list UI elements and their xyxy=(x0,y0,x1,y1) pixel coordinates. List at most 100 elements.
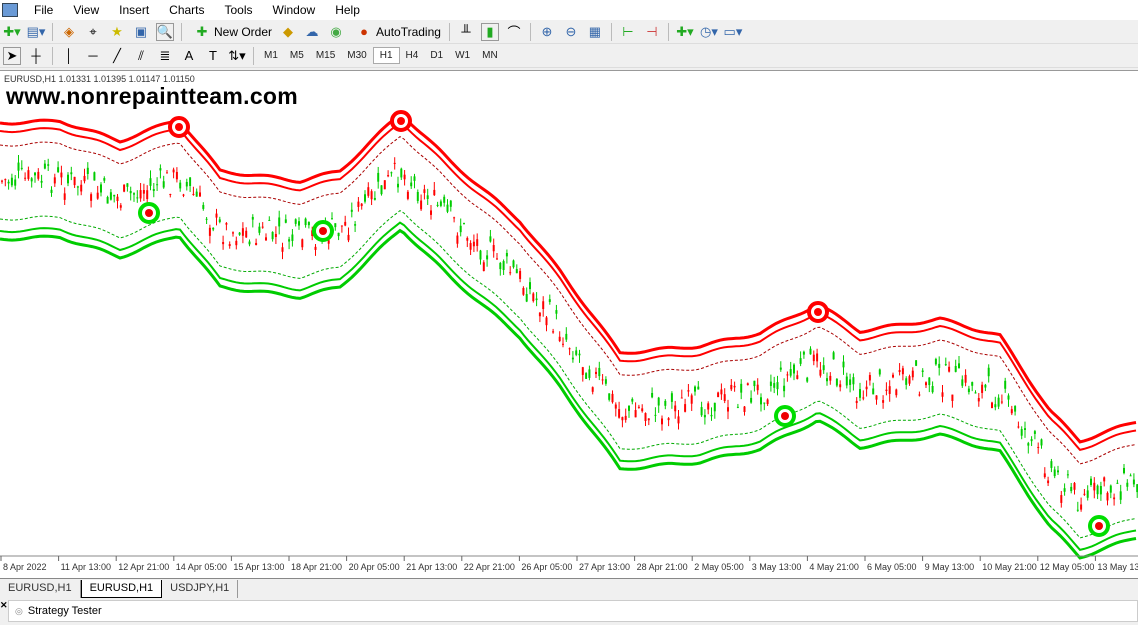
candle-body xyxy=(314,246,317,250)
candle-body xyxy=(845,376,848,386)
market-icon[interactable]: ◉ xyxy=(330,23,342,39)
tile-windows-icon[interactable]: ▦ xyxy=(588,23,602,39)
candle-body xyxy=(1093,482,1096,491)
candle-body xyxy=(684,404,687,412)
metaeditor-icon[interactable]: ◆ xyxy=(283,23,294,39)
candle-body xyxy=(928,377,931,386)
candle-body xyxy=(116,196,119,202)
candle-body xyxy=(925,382,927,386)
sell-signal-dot xyxy=(175,123,183,131)
close-panel-icon[interactable]: ✕ xyxy=(0,600,8,610)
arrows-icon[interactable]: ⇅▾ xyxy=(228,47,246,63)
cursor-icon[interactable]: ➤ xyxy=(3,46,21,65)
profiles-icon[interactable]: ▤▾ xyxy=(26,23,46,39)
signals-icon[interactable]: ☁ xyxy=(305,23,319,39)
auto-scroll-icon[interactable]: ⊢ xyxy=(622,23,634,39)
candle-body xyxy=(205,218,208,220)
timeframe-w1[interactable]: W1 xyxy=(455,50,471,61)
data-window-icon[interactable]: ⌖ xyxy=(89,23,97,39)
vertical-line-icon[interactable]: │ xyxy=(64,48,74,63)
candle-body xyxy=(1113,497,1116,500)
candle-body xyxy=(60,172,63,178)
menu-charts[interactable]: Charts xyxy=(169,3,205,17)
candle-body xyxy=(34,172,36,176)
zoom-in-icon[interactable]: ⊕ xyxy=(541,23,553,39)
text-label-icon[interactable]: T xyxy=(209,48,217,63)
timeframe-m5[interactable]: M5 xyxy=(289,50,304,61)
autotrading-button[interactable]: ● AutoTrading xyxy=(348,23,445,41)
candle-body xyxy=(344,221,347,226)
timeframe-d1[interactable]: D1 xyxy=(430,50,444,61)
menu-tools[interactable]: Tools xyxy=(224,3,253,17)
price-chart[interactable]: 8 Apr 2022 11 Apr 13:00 12 Apr 21:00 14 Apr… xyxy=(0,71,1138,579)
timeframe-h1[interactable]: H1 xyxy=(372,47,400,64)
text-icon[interactable]: A xyxy=(184,48,194,63)
templates-icon[interactable]: ▭▾ xyxy=(723,23,743,39)
periods-icon[interactable]: ◷▾ xyxy=(700,23,718,39)
tab-eurusd-h1-active[interactable]: EURUSD,H1 xyxy=(80,580,163,598)
candle-body xyxy=(364,194,366,202)
candle-body xyxy=(509,272,512,274)
candle-body xyxy=(740,383,743,393)
timeframe-mn[interactable]: MN xyxy=(482,50,498,61)
menu-help[interactable]: Help xyxy=(335,3,360,17)
zoom-out-icon[interactable]: ⊖ xyxy=(565,23,577,39)
equidistant-channel-icon[interactable]: ⫽ xyxy=(138,47,144,63)
timeframe-m30[interactable]: M30 xyxy=(347,50,367,61)
candle-body xyxy=(641,408,644,412)
candle-body xyxy=(367,187,370,196)
app-icon[interactable] xyxy=(2,3,18,17)
candle-body xyxy=(789,369,792,376)
timeframe-h4[interactable]: H4 xyxy=(405,50,419,61)
toolbar-separator xyxy=(667,22,669,41)
time-label: 4 May 21:00 xyxy=(809,562,859,572)
crosshair-icon[interactable]: ┼ xyxy=(31,48,41,63)
bar-chart-icon[interactable]: ╨ xyxy=(461,24,471,39)
candle-body xyxy=(212,227,215,230)
menu-insert[interactable]: Insert xyxy=(119,3,150,17)
strategy-tester-bar[interactable]: ◎ Strategy Tester xyxy=(8,600,1138,622)
tab-usdjpy-h1[interactable]: USDJPY,H1 xyxy=(162,580,239,598)
candle-body xyxy=(763,402,766,404)
chart-window[interactable]: 8 Apr 2022 11 Apr 13:00 12 Apr 21:00 14 Apr… xyxy=(0,70,1138,578)
candle-body xyxy=(802,351,805,355)
menu-window[interactable]: Window xyxy=(272,3,316,17)
candle-body xyxy=(1027,443,1030,446)
candle-body xyxy=(529,282,531,290)
candle-body xyxy=(674,405,677,412)
candlestick-icon[interactable]: ▮ xyxy=(480,22,499,41)
candle-body xyxy=(96,192,99,199)
timeframe-m15[interactable]: M15 xyxy=(315,50,336,61)
candle-body xyxy=(17,162,20,171)
candle-body xyxy=(657,397,660,406)
indicators-icon[interactable]: ✚▾ xyxy=(676,23,694,39)
horizontal-line-icon[interactable]: ─ xyxy=(88,48,98,63)
terminal-icon[interactable]: ▣ xyxy=(134,23,148,39)
fibonacci-icon[interactable]: ≣ xyxy=(159,47,171,63)
strategy-tester-icon[interactable]: 🔍 xyxy=(156,22,174,41)
candle-body xyxy=(439,201,442,206)
trendline-icon[interactable]: ╱ xyxy=(113,47,121,63)
candle-body xyxy=(694,386,696,392)
candle-body xyxy=(591,387,594,392)
new-order-button[interactable]: ✚ New Order xyxy=(186,23,276,41)
candle-body xyxy=(469,243,472,250)
chart-shift-icon[interactable]: ⊣ xyxy=(646,23,658,39)
navigator-icon[interactable]: ★ xyxy=(111,23,123,39)
menu-file[interactable]: File xyxy=(34,3,54,17)
candle-body xyxy=(720,389,723,395)
candle-body xyxy=(750,397,753,403)
market-watch-icon[interactable]: ◈ xyxy=(64,23,74,39)
candle-body xyxy=(505,252,508,257)
line-chart-icon[interactable]: ⌒ xyxy=(507,25,521,40)
candle-body xyxy=(149,178,152,186)
tab-eurusd-h1[interactable]: EURUSD,H1 xyxy=(0,580,81,598)
candle-body xyxy=(1017,426,1020,428)
candle-body xyxy=(393,162,396,165)
candle-body xyxy=(598,367,601,377)
candle-body xyxy=(677,416,680,424)
timeframe-m1[interactable]: M1 xyxy=(264,50,278,61)
new-chart-icon[interactable]: ✚▾ xyxy=(3,23,21,39)
candle-body xyxy=(826,378,828,382)
menu-view[interactable]: View xyxy=(73,3,100,17)
